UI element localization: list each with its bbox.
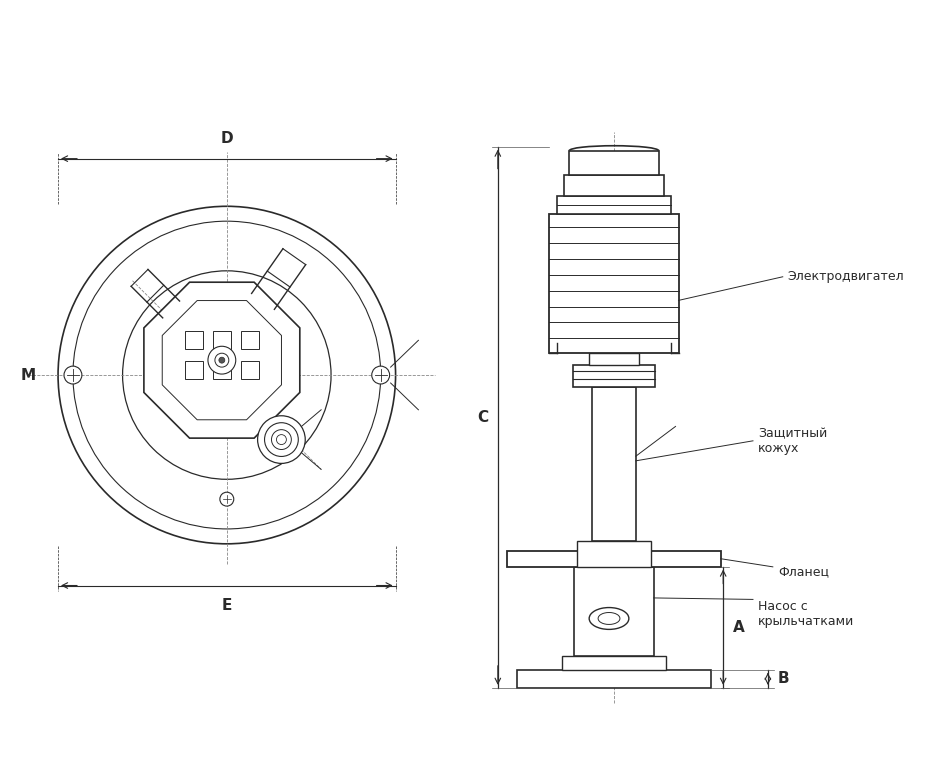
Bar bbox=[577, 541, 651, 567]
Bar bbox=[240, 331, 258, 350]
Bar bbox=[213, 331, 231, 350]
Bar bbox=[185, 331, 203, 350]
Bar bbox=[564, 174, 664, 197]
Bar bbox=[185, 361, 203, 379]
Bar bbox=[507, 551, 721, 567]
Circle shape bbox=[264, 423, 298, 457]
Circle shape bbox=[208, 347, 236, 374]
Circle shape bbox=[64, 366, 82, 384]
Circle shape bbox=[123, 271, 331, 480]
Bar bbox=[569, 151, 658, 174]
Bar bbox=[574, 567, 654, 656]
Text: Фланец: Фланец bbox=[778, 565, 828, 578]
Bar bbox=[573, 365, 655, 387]
Text: Насос с
крыльчатками: Насос с крыльчатками bbox=[758, 601, 854, 628]
Text: C: C bbox=[477, 410, 488, 425]
Bar bbox=[517, 670, 711, 688]
Circle shape bbox=[73, 221, 381, 529]
Text: D: D bbox=[220, 131, 233, 145]
Bar bbox=[213, 361, 231, 379]
Circle shape bbox=[257, 415, 305, 464]
Circle shape bbox=[276, 435, 286, 444]
Circle shape bbox=[58, 207, 395, 544]
Text: Электродвигател: Электродвигател bbox=[788, 270, 904, 283]
Polygon shape bbox=[143, 282, 300, 438]
Polygon shape bbox=[162, 301, 281, 420]
Circle shape bbox=[371, 366, 389, 384]
Bar bbox=[592, 387, 636, 541]
Bar bbox=[589, 353, 638, 365]
Text: M: M bbox=[21, 367, 36, 382]
Bar bbox=[557, 197, 671, 214]
Text: A: A bbox=[733, 620, 745, 635]
Circle shape bbox=[218, 357, 225, 363]
Circle shape bbox=[219, 492, 234, 506]
Bar bbox=[561, 656, 666, 670]
Text: B: B bbox=[778, 672, 789, 686]
Text: Защитный
кожух: Защитный кожух bbox=[758, 427, 827, 455]
Circle shape bbox=[272, 430, 292, 450]
Bar bbox=[240, 361, 258, 379]
Text: E: E bbox=[221, 598, 232, 614]
Circle shape bbox=[215, 353, 229, 367]
Bar bbox=[549, 214, 678, 353]
